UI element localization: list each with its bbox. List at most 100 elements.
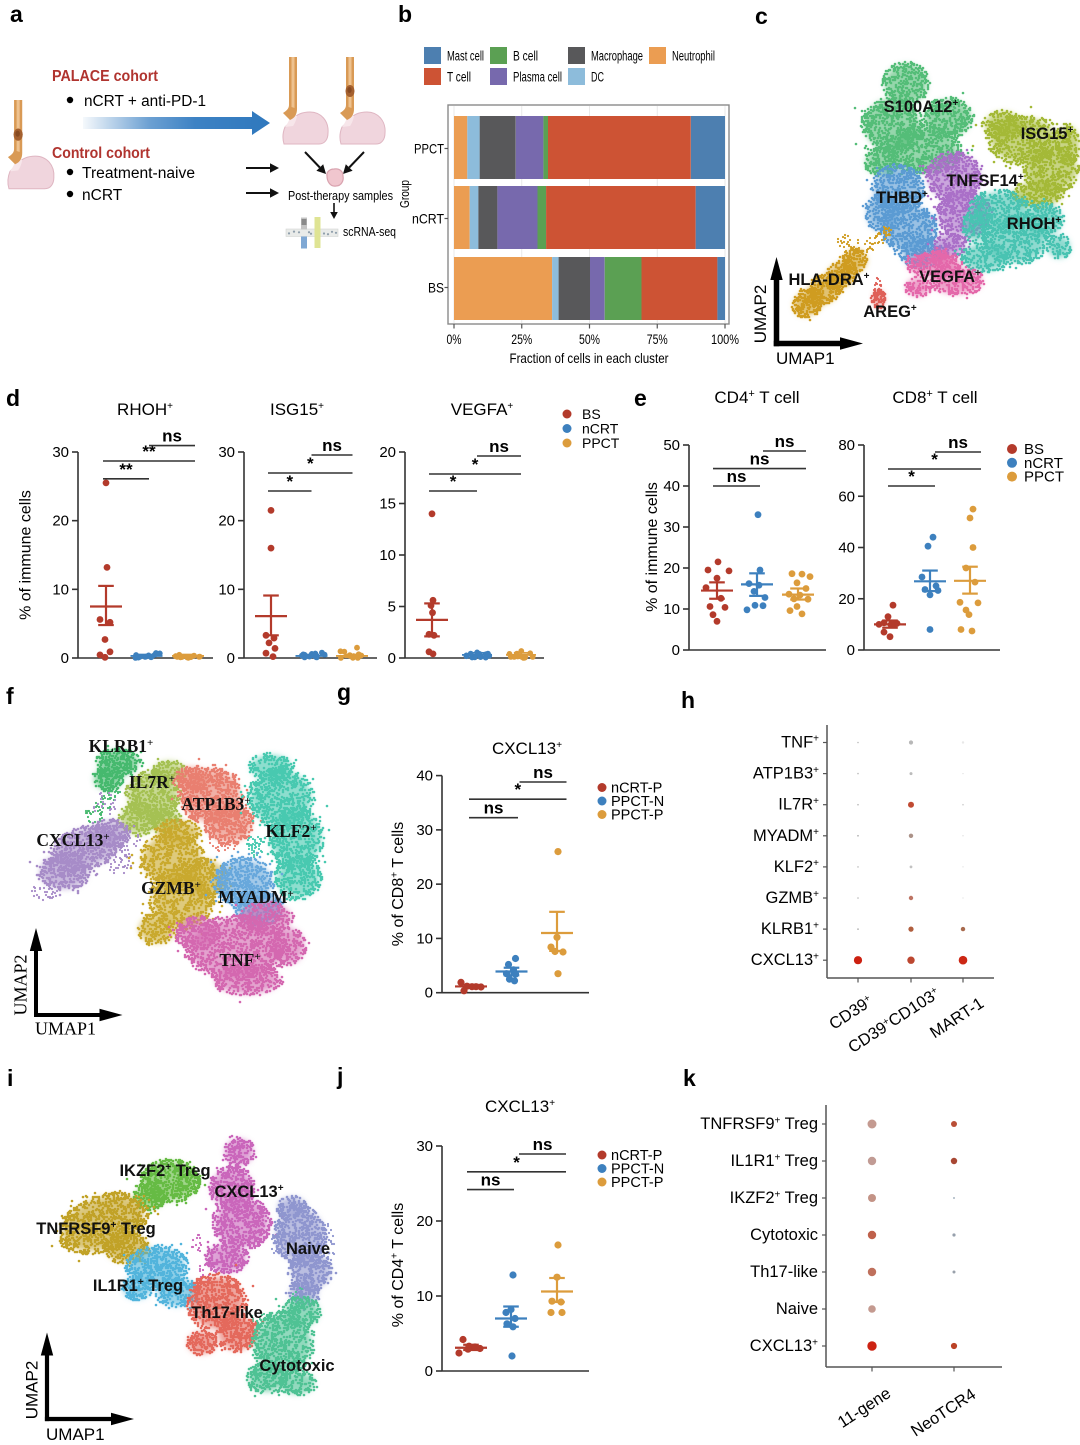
svg-text:30: 30 xyxy=(663,519,680,536)
svg-text:40: 40 xyxy=(838,540,855,557)
svg-text:Plasma cell: Plasma cell xyxy=(513,70,562,85)
svg-text:ns: ns xyxy=(322,436,342,455)
svg-text:KLF2+: KLF2+ xyxy=(774,858,819,876)
svg-text:Cytotoxic: Cytotoxic xyxy=(259,1357,334,1375)
svg-text:TNFSF14+: TNFSF14+ xyxy=(946,172,1024,190)
svg-text:% of immune cells: % of immune cells xyxy=(644,482,661,612)
svg-text:nCRT + anti-PD-1: nCRT + anti-PD-1 xyxy=(84,93,206,110)
svg-text:CXCL13+: CXCL13+ xyxy=(485,1097,555,1116)
svg-text:UMAP2: UMAP2 xyxy=(751,285,770,344)
svg-text:ISG15+: ISG15+ xyxy=(270,400,324,419)
svg-text:20: 20 xyxy=(416,1213,433,1230)
svg-text:Macrophage: Macrophage xyxy=(591,49,643,64)
svg-text:THBD+: THBD+ xyxy=(876,189,928,207)
svg-text:*: * xyxy=(931,450,938,469)
svg-text:d: d xyxy=(6,385,20,411)
svg-text:30: 30 xyxy=(52,444,69,461)
svg-text:PPCT: PPCT xyxy=(582,435,620,451)
svg-text:10: 10 xyxy=(663,601,680,618)
svg-text:CXCL13+: CXCL13+ xyxy=(214,1183,283,1201)
svg-text:0: 0 xyxy=(672,642,680,659)
svg-text:MYADM+: MYADM+ xyxy=(753,827,819,845)
svg-text:0: 0 xyxy=(227,650,235,667)
svg-text:RHOH+: RHOH+ xyxy=(117,400,173,419)
svg-text:ns: ns xyxy=(162,427,182,446)
svg-text:Control cohort: Control cohort xyxy=(52,145,151,162)
svg-text:ns: ns xyxy=(481,1171,501,1190)
svg-text:CD8+ T cell: CD8+ T cell xyxy=(892,388,977,407)
svg-text:TNFRSF9+ Treg: TNFRSF9+ Treg xyxy=(36,1220,156,1238)
svg-text:% of CD8+ T cells: % of CD8+ T cells xyxy=(390,822,408,946)
svg-text:b: b xyxy=(398,1,412,27)
svg-text:TNF+: TNF+ xyxy=(219,950,260,970)
svg-text:IL1R1+ Treg: IL1R1+ Treg xyxy=(731,1152,818,1170)
svg-text:B cell: B cell xyxy=(513,49,538,64)
svg-text:10: 10 xyxy=(416,930,433,947)
svg-text:0%: 0% xyxy=(447,332,462,347)
svg-text:Th17-like: Th17-like xyxy=(750,1263,818,1281)
svg-text:j: j xyxy=(336,1063,343,1089)
svg-text:e: e xyxy=(634,385,647,411)
svg-text:TNF+: TNF+ xyxy=(781,734,819,752)
svg-text:PPCT: PPCT xyxy=(1024,469,1064,486)
svg-text:ns: ns xyxy=(750,450,770,469)
svg-text:PPCT-N: PPCT-N xyxy=(611,794,664,810)
svg-text:UMAP1: UMAP1 xyxy=(46,1425,105,1444)
svg-text:50%: 50% xyxy=(579,332,600,347)
svg-text:*: * xyxy=(514,780,521,799)
svg-text:RHOH+: RHOH+ xyxy=(1007,215,1062,233)
svg-text:MYADM+: MYADM+ xyxy=(218,887,294,907)
svg-text:40: 40 xyxy=(416,768,433,785)
svg-text:Cytotoxic: Cytotoxic xyxy=(750,1226,818,1244)
svg-text:ns: ns xyxy=(775,432,795,451)
svg-text:30: 30 xyxy=(416,1138,433,1155)
svg-text:*: * xyxy=(307,454,314,473)
svg-text:ns: ns xyxy=(533,1135,553,1154)
svg-text:GZMB+: GZMB+ xyxy=(765,889,819,907)
svg-text:scRNA-seq: scRNA-seq xyxy=(343,225,396,239)
svg-text:a: a xyxy=(10,1,23,27)
svg-text:60: 60 xyxy=(838,488,855,505)
svg-text:IKZF2+ Treg: IKZF2+ Treg xyxy=(119,1162,210,1180)
svg-text:**: ** xyxy=(142,442,156,461)
svg-text:10: 10 xyxy=(379,547,396,564)
svg-text:UMAP2: UMAP2 xyxy=(11,954,31,1015)
svg-text:0: 0 xyxy=(61,650,69,667)
svg-text:BS: BS xyxy=(428,280,444,296)
svg-text:ns: ns xyxy=(727,467,747,486)
svg-text:Mast cell: Mast cell xyxy=(447,49,484,64)
svg-text:g: g xyxy=(337,679,351,705)
svg-text:25%: 25% xyxy=(511,332,532,347)
svg-text:30: 30 xyxy=(416,822,433,839)
svg-text:Neutrophil: Neutrophil xyxy=(672,49,715,64)
svg-text:Fraction of cells in each clus: Fraction of cells in each cluster xyxy=(510,350,669,366)
svg-text:IKZF2+ Treg: IKZF2+ Treg xyxy=(730,1189,818,1207)
svg-text:GZMB+: GZMB+ xyxy=(141,878,201,898)
svg-text:nCRT-P: nCRT-P xyxy=(611,1148,662,1164)
svg-text:BS: BS xyxy=(582,406,601,422)
svg-text:**: ** xyxy=(119,460,133,479)
svg-text:nCRT: nCRT xyxy=(82,187,123,204)
svg-text:HLA-DRA+: HLA-DRA+ xyxy=(789,271,870,289)
svg-text:c: c xyxy=(755,3,768,29)
svg-text:BS: BS xyxy=(1024,441,1044,458)
svg-text:i: i xyxy=(7,1065,13,1091)
svg-text:VEGFA+: VEGFA+ xyxy=(919,268,981,286)
svg-text:S100A12+: S100A12+ xyxy=(884,98,959,116)
svg-text:% of CD4+ T cells: % of CD4+ T cells xyxy=(390,1203,408,1327)
svg-text:0: 0 xyxy=(388,650,396,667)
svg-text:40: 40 xyxy=(663,478,680,495)
svg-text:20: 20 xyxy=(416,876,433,893)
svg-text:% of immune cells: % of immune cells xyxy=(18,490,35,620)
svg-text:AREG+: AREG+ xyxy=(863,303,917,321)
svg-text:100%: 100% xyxy=(711,332,739,347)
svg-text:KLRB1+: KLRB1+ xyxy=(761,920,819,938)
svg-text:IL7R+: IL7R+ xyxy=(129,772,175,792)
svg-text:Naive: Naive xyxy=(286,1240,330,1258)
svg-text:CD4+ T cell: CD4+ T cell xyxy=(714,388,799,407)
svg-text:CXCL13+: CXCL13+ xyxy=(750,1337,818,1355)
svg-text:KLF2+: KLF2+ xyxy=(265,821,316,841)
svg-text:nCRT: nCRT xyxy=(412,211,444,227)
svg-text:CXCL13+: CXCL13+ xyxy=(751,951,819,969)
svg-text:PPCT-P: PPCT-P xyxy=(611,1175,663,1191)
